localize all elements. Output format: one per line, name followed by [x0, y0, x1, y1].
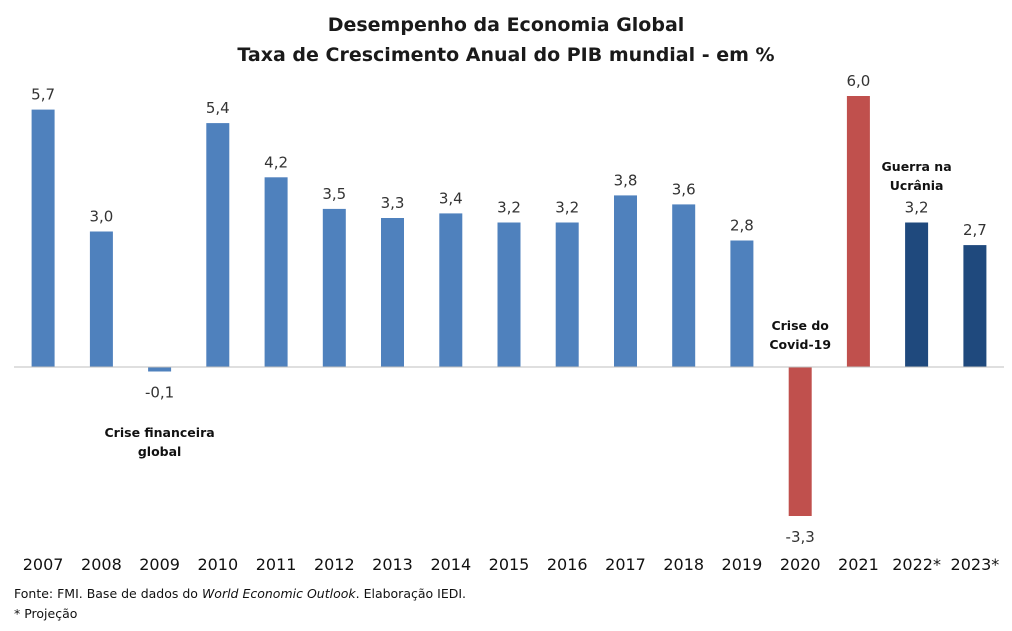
- x-tick-2007: 2007: [23, 555, 64, 574]
- x-tick-2013: 2013: [372, 555, 413, 574]
- x-tick-2014: 2014: [430, 555, 471, 574]
- x-tick-2018: 2018: [663, 555, 704, 574]
- value-label-2014: 3,4: [439, 189, 463, 207]
- x-tick-2010: 2010: [197, 555, 238, 574]
- value-label-2018: 3,6: [672, 180, 696, 198]
- value-label-2016: 3,2: [555, 199, 579, 217]
- value-label-2011: 4,2: [264, 153, 288, 171]
- value-label-2009: -0,1: [145, 384, 174, 402]
- bar-2021: [846, 96, 870, 367]
- value-label-2012: 3,5: [322, 185, 346, 203]
- x-tick-2022: 2022*: [892, 555, 941, 574]
- x-tick-2011: 2011: [256, 555, 297, 574]
- bar-2016: [555, 222, 579, 367]
- annotation-ukraine-war: Guerra na Ucrânia: [882, 159, 952, 193]
- x-tick-2008: 2008: [81, 555, 122, 574]
- value-label-2019: 2,8: [730, 217, 754, 235]
- x-tick-2020: 2020: [780, 555, 821, 574]
- x-tick-2019: 2019: [722, 555, 763, 574]
- bar-2017: [614, 195, 637, 367]
- projection-note: * Projeção: [14, 606, 78, 621]
- bar-2014: [439, 213, 463, 367]
- value-label-2021: 6,0: [846, 72, 870, 90]
- value-label-2020: -3,3: [786, 528, 815, 546]
- bar-2018: [672, 204, 696, 367]
- bar-2013: [381, 218, 404, 367]
- x-tick-2012: 2012: [314, 555, 355, 574]
- value-label-2022: 3,2: [905, 199, 929, 217]
- source-italic: World Economic Outlook: [201, 586, 356, 601]
- value-label-2017: 3,8: [614, 171, 638, 189]
- bar-2007: [31, 109, 55, 367]
- bar-2009: [148, 367, 172, 372]
- x-tick-2009: 2009: [139, 555, 180, 574]
- value-label-2008: 3,0: [89, 208, 113, 226]
- annotation-financial-crisis: Crise financeira global: [105, 425, 215, 459]
- bar-2023: [963, 245, 987, 367]
- x-tick-2017: 2017: [605, 555, 646, 574]
- bar-2019: [730, 240, 754, 367]
- value-label-2013: 3,3: [381, 194, 405, 212]
- value-label-2007: 5,7: [31, 86, 55, 104]
- bar-2022: [905, 222, 929, 367]
- annotation-covid-crisis: Crise do Covid-19: [769, 318, 831, 352]
- bar-2015: [497, 222, 521, 367]
- bar-2020: [788, 367, 812, 516]
- source-suffix: . Elaboração IEDI.: [355, 586, 467, 601]
- value-label-2023: 2,7: [963, 221, 987, 239]
- bar-2010: [206, 123, 230, 367]
- x-tick-2021: 2021: [838, 555, 879, 574]
- x-tick-2015: 2015: [489, 555, 530, 574]
- x-tick-2023: 2023*: [951, 555, 1000, 574]
- value-label-2010: 5,4: [206, 99, 230, 117]
- chart-title: Desempenho da Economia Global: [328, 14, 685, 36]
- x-tick-2016: 2016: [547, 555, 588, 574]
- bar-2011: [264, 177, 288, 367]
- bar-2008: [89, 231, 113, 367]
- source-prefix: Fonte: FMI. Base de dados do: [14, 586, 202, 601]
- value-label-2015: 3,2: [497, 199, 521, 217]
- bar-2012: [322, 208, 346, 367]
- chart-subtitle: Taxa de Crescimento Anual do PIB mundial…: [237, 44, 774, 66]
- source-note: Fonte: FMI. Base de dados do World Econo…: [14, 586, 466, 601]
